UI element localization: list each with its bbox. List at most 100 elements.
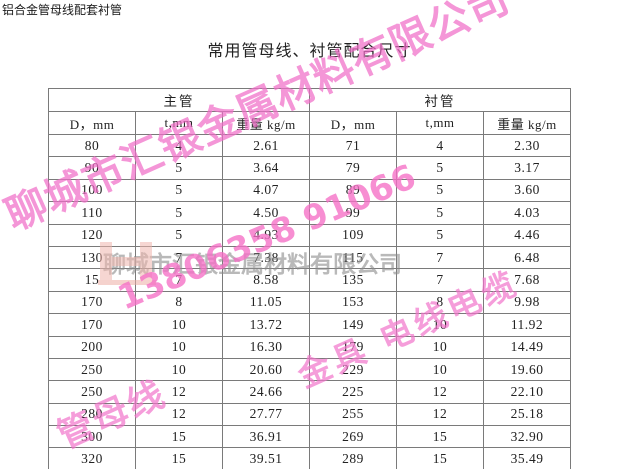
cell-liner-d: 289: [309, 447, 397, 469]
cell-main-weight: 3.64: [222, 156, 310, 180]
cell-liner-weight: 2.30: [483, 133, 571, 158]
cell-liner-weight: 35.49: [483, 447, 571, 469]
table-row: 100 5 4.07 89 5 3.60: [48, 178, 571, 203]
cell-main-d: 110: [48, 201, 136, 225]
cell-main-t: 15: [135, 447, 223, 469]
cell-main-t: 5: [135, 223, 223, 247]
cell-main-weight: 2.61: [222, 133, 310, 158]
cell-liner-d: 71: [309, 133, 397, 158]
table-row: 15 7 8.58 135 7 7.68: [48, 268, 571, 292]
page-caption: 铝合金管母线配套衬管: [2, 3, 123, 17]
cell-main-t: 7: [135, 268, 223, 292]
cell-main-weight: 11.05: [222, 290, 310, 315]
table-row: 320 15 39.51 289 15 35.49: [48, 447, 571, 469]
group-header-liner-pipe: 衬管: [309, 88, 571, 112]
table-row: 170 8 11.05 153 8 9.98: [48, 290, 571, 315]
spec-table-container: 主管 衬管 D，mm t,mm 重量 kg/m D，mm t,mm 重量 kg/…: [48, 88, 571, 469]
group-header-main-pipe: 主管: [48, 88, 310, 112]
cell-main-weight: 4.07: [222, 178, 310, 203]
cell-main-weight: 7.38: [222, 245, 310, 270]
cell-main-weight: 13.72: [222, 313, 310, 337]
cell-liner-t: 12: [396, 380, 484, 404]
cell-liner-weight: 14.49: [483, 335, 571, 359]
cell-liner-weight: 22.10: [483, 380, 571, 404]
table-group-header-row: 主管 衬管: [48, 88, 571, 112]
table-row: 250 10 20.60 229 10 19.60: [48, 357, 571, 382]
cell-main-weight: 4.93: [222, 223, 310, 247]
cell-liner-d: 225: [309, 380, 397, 404]
table-row: 280 12 27.77 255 12 25.18: [48, 402, 571, 427]
cell-liner-weight: 7.68: [483, 268, 571, 292]
cell-main-weight: 16.30: [222, 335, 310, 359]
table-row: 110 5 4.50 99 5 4.03: [48, 201, 571, 225]
table-row: 170 10 13.72 149 10 11.92: [48, 313, 571, 337]
cell-liner-weight: 25.18: [483, 402, 571, 427]
cell-liner-weight: 3.60: [483, 178, 571, 203]
column-header-main-d: D，mm: [48, 111, 136, 135]
cell-liner-t: 8: [396, 290, 484, 315]
cell-main-t: 12: [135, 402, 223, 427]
cell-main-t: 5: [135, 178, 223, 203]
cell-liner-weight: 6.48: [483, 245, 571, 270]
cell-main-d: 80: [48, 133, 136, 158]
cell-main-d: 120: [48, 223, 136, 247]
cell-liner-t: 7: [396, 245, 484, 270]
spec-table-body: 主管 衬管 D，mm t,mm 重量 kg/m D，mm t,mm 重量 kg/…: [48, 88, 571, 469]
cell-main-weight: 4.50: [222, 201, 310, 225]
cell-main-t: 10: [135, 335, 223, 359]
page-title: 常用管母线、衬管配合尺寸: [207, 43, 412, 60]
cell-main-d: 200: [48, 335, 136, 359]
table-row: 300 15 36.91 269 15 32.90: [48, 425, 571, 449]
table-row: 120 5 4.93 109 5 4.46: [48, 223, 571, 247]
cell-main-d: 130: [48, 245, 136, 270]
table-row: 200 10 16.30 179 10 14.49: [48, 335, 571, 359]
cell-liner-d: 153: [309, 290, 397, 315]
cell-liner-d: 179: [309, 335, 397, 359]
cell-main-t: 10: [135, 313, 223, 337]
cell-liner-d: 99: [309, 201, 397, 225]
spec-table: 主管 衬管 D，mm t,mm 重量 kg/m D，mm t,mm 重量 kg/…: [48, 88, 571, 469]
cell-liner-t: 10: [396, 335, 484, 359]
cell-main-d: 170: [48, 313, 136, 337]
cell-liner-t: 15: [396, 447, 484, 469]
cell-main-t: 7: [135, 245, 223, 270]
cell-main-d: 100: [48, 178, 136, 203]
cell-liner-t: 4: [396, 133, 484, 158]
cell-main-t: 15: [135, 425, 223, 449]
cell-main-d: 15: [48, 268, 136, 292]
cell-liner-t: 5: [396, 156, 484, 180]
cell-main-weight: 27.77: [222, 402, 310, 427]
cell-liner-d: 79: [309, 156, 397, 180]
cell-liner-weight: 4.46: [483, 223, 571, 247]
cell-liner-weight: 19.60: [483, 357, 571, 382]
cell-main-t: 4: [135, 133, 223, 158]
cell-liner-d: 269: [309, 425, 397, 449]
cell-liner-d: 109: [309, 223, 397, 247]
cell-liner-d: 89: [309, 178, 397, 203]
cell-main-d: 300: [48, 425, 136, 449]
cell-liner-weight: 3.17: [483, 156, 571, 180]
cell-main-d: 250: [48, 357, 136, 382]
cell-liner-t: 10: [396, 357, 484, 382]
cell-liner-t: 12: [396, 402, 484, 427]
cell-main-weight: 20.60: [222, 357, 310, 382]
table-row: 90 5 3.64 79 5 3.17: [48, 156, 571, 180]
cell-main-d: 170: [48, 290, 136, 315]
cell-main-weight: 24.66: [222, 380, 310, 404]
cell-liner-t: 10: [396, 313, 484, 337]
cell-liner-d: 115: [309, 245, 397, 270]
table-row: 80 4 2.61 71 4 2.30: [48, 133, 571, 158]
column-header-liner-d: D，mm: [309, 111, 397, 135]
cell-main-weight: 39.51: [222, 447, 310, 469]
column-header-liner-t: t,mm: [396, 111, 484, 135]
cell-liner-t: 15: [396, 425, 484, 449]
cell-main-d: 250: [48, 380, 136, 404]
column-header-main-t: t,mm: [135, 111, 223, 135]
column-header-liner-weight: 重量 kg/m: [483, 111, 571, 135]
cell-liner-weight: 9.98: [483, 290, 571, 315]
table-row: 250 12 24.66 225 12 22.10: [48, 380, 571, 404]
cell-main-weight: 8.58: [222, 268, 310, 292]
cell-main-t: 5: [135, 156, 223, 180]
cell-liner-weight: 4.03: [483, 201, 571, 225]
